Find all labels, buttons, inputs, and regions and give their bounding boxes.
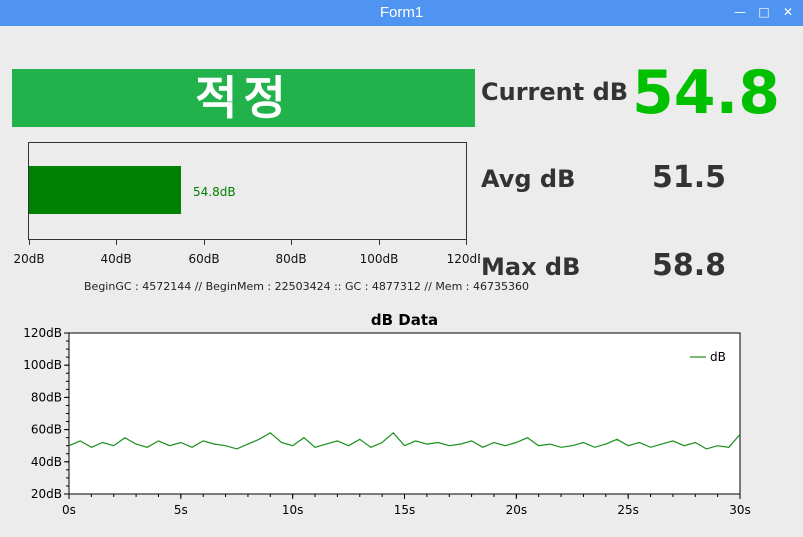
- level-bar-tick: [291, 239, 292, 245]
- x-tick-label: 20s: [506, 503, 528, 517]
- x-tick-label: 30s: [729, 503, 751, 517]
- level-bar-tick: [466, 239, 467, 245]
- level-bar: 54.8dB: [28, 142, 467, 240]
- max-db-value: 58.8: [652, 248, 727, 283]
- avg-db-label: Avg dB: [481, 165, 576, 193]
- minimize-icon[interactable]: —: [734, 5, 746, 19]
- x-tick-label: 25s: [617, 503, 639, 517]
- x-tick-label: 15s: [394, 503, 416, 517]
- level-bar-tick-label: 60dB: [188, 252, 220, 266]
- level-bar-fill: [29, 166, 181, 214]
- series-line-dB: [68, 431, 741, 450]
- current-db-label: Current dB: [481, 78, 629, 106]
- x-tick-label: 0s: [62, 503, 76, 517]
- level-bar-label: 54.8dB: [193, 185, 236, 199]
- chart-title: dB Data: [371, 311, 438, 329]
- window-titlebar: Form1 — □ ✕: [0, 0, 803, 26]
- memory-info: BeginGC : 4572144 // BeginMem : 22503424…: [84, 280, 529, 293]
- level-bar-tick: [379, 239, 380, 245]
- db-chart: dB Data 20dB 40dB 60dB 80dB 100dB 120dB 0s 5s 10s…: [0, 300, 803, 537]
- level-bar-tick: [116, 239, 117, 245]
- level-bar-tick-label: 120dB: [446, 252, 480, 266]
- current-db-value: 54.8: [632, 58, 781, 128]
- y-tick-label: 100dB: [23, 358, 62, 372]
- y-tick-label: 60dB: [31, 423, 62, 437]
- y-tick-label: 20dB: [31, 487, 62, 501]
- close-icon[interactable]: ✕: [782, 5, 794, 19]
- legend-label: dB: [710, 350, 726, 364]
- level-bar-tick-label: 80dB: [275, 252, 307, 266]
- x-tick-label: 5s: [174, 503, 188, 517]
- level-bar-tick-label: 40dB: [100, 252, 132, 266]
- max-db-label: Max dB: [481, 253, 581, 281]
- y-tick-label: 120dB: [23, 326, 62, 340]
- level-bar-tick-label: 20dB: [13, 252, 45, 266]
- y-tick-label: 40dB: [31, 455, 62, 469]
- level-bar-axis: 20dB 40dB 60dB 80dB 100dB 120dB: [0, 239, 480, 269]
- db-chart-svg: dB Data 20dB 40dB 60dB 80dB 100dB 120dB 0s 5s 10s…: [23, 311, 751, 517]
- maximize-icon[interactable]: □: [758, 5, 770, 19]
- level-bar-tick-label: 100dB: [359, 252, 399, 266]
- avg-db-value: 51.5: [652, 160, 727, 195]
- status-banner: 적정: [12, 69, 475, 127]
- window-title: Form1: [379, 4, 424, 21]
- y-tick-label: 80dB: [31, 390, 62, 404]
- level-bar-tick: [204, 239, 205, 245]
- plot-area: [68, 332, 741, 495]
- level-bar-tick: [29, 239, 30, 245]
- x-tick-label: 10s: [282, 503, 304, 517]
